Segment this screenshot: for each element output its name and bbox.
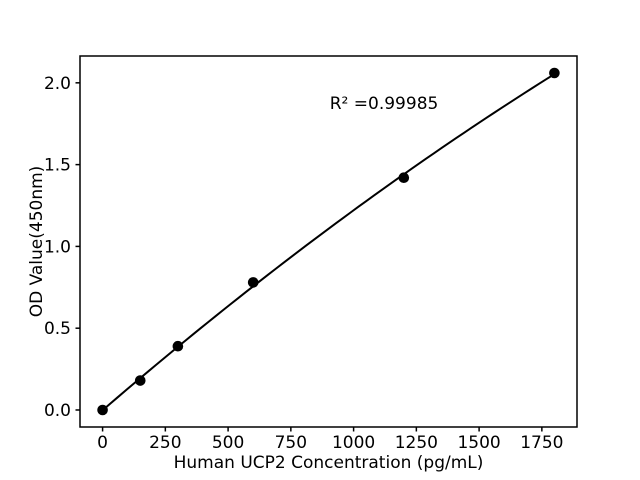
data-point — [549, 67, 560, 79]
y-tick-label: 2.0 — [44, 74, 71, 94]
data-point — [134, 375, 146, 386]
y-axis-label: OD Value(450nm) — [27, 166, 47, 318]
x-tick-label: 1500 — [457, 433, 500, 453]
x-tick-label: 250 — [149, 433, 181, 453]
x-tick-label: 750 — [275, 433, 307, 453]
data-point — [97, 404, 108, 416]
fit-curve — [101, 73, 556, 412]
y-tick-label: 1.0 — [44, 237, 71, 257]
y-tick-label: 0.0 — [44, 401, 71, 421]
data-point — [172, 340, 184, 352]
data-point — [398, 172, 410, 184]
r-squared-annotation: R² =0.99985 — [330, 94, 439, 114]
x-tick-label: 1750 — [520, 433, 563, 453]
x-tick-label: 1000 — [332, 433, 375, 453]
x-tick-label: 0 — [97, 433, 108, 453]
axes-spines — [79, 55, 578, 428]
y-tick-label: 0.5 — [44, 319, 71, 339]
data-point — [247, 277, 259, 288]
x-tick-label: 500 — [212, 433, 244, 453]
x-axis-label: Human UCP2 Concentration (pg/mL) — [174, 453, 484, 473]
x-tick-label: 1250 — [395, 433, 438, 453]
y-tick-label: 1.5 — [44, 156, 71, 176]
